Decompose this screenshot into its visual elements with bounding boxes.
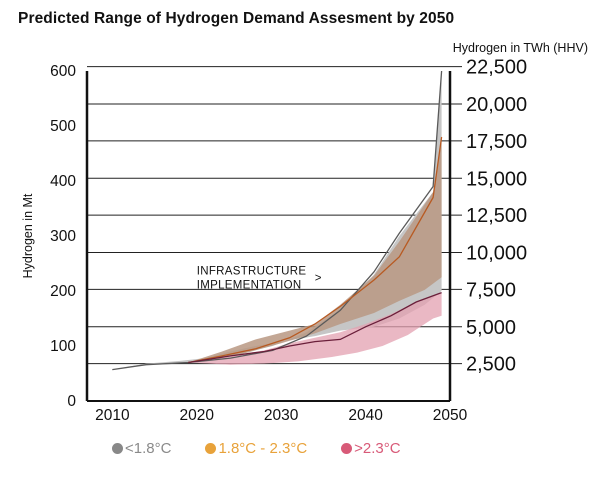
y-tick-left-label: 300: [50, 228, 76, 245]
y-tick-left-label: 600: [50, 63, 76, 80]
x-tick-label: 2050: [433, 407, 468, 424]
series-band-2: [188, 137, 442, 363]
annotation-arrow: >: [315, 273, 322, 285]
y-tick-left-label: 500: [50, 118, 76, 135]
series-areas: [112, 71, 442, 370]
legend-swatch: [341, 443, 353, 454]
series-band-3: [188, 292, 442, 365]
annotation-line: IMPLEMENTATION: [197, 280, 302, 292]
y-axis-right-label: Hydrogen in TWh (HHV): [453, 41, 588, 55]
annotation-infrastructure: INFRASTRUCTURE IMPLEMENTATION >: [197, 266, 322, 292]
legend-label: >2.3°C: [354, 440, 401, 457]
axes: [85, 71, 452, 402]
x-tick-label: 2010: [95, 407, 130, 424]
legend-label: 1.8°C - 2.3°C: [218, 440, 308, 457]
tick-labels: 2,500 5,000 7,500 10,000 12,500 15,000 17,500 2…: [50, 57, 527, 424]
series-line-1: [112, 70, 443, 371]
annotation-line: INFRASTRUCTURE: [197, 266, 307, 278]
legend-item-3: >2.3°C: [341, 440, 401, 457]
y-tick-right-label: 15,000: [466, 168, 527, 190]
y-tick-right-label: 7,500: [466, 279, 516, 301]
chart-title: Predicted Range of Hydrogen Demand Asses…: [18, 10, 455, 27]
legend-swatch: [112, 443, 123, 454]
y-tick-left-label: 400: [50, 173, 76, 190]
x-tick-label: 2040: [348, 407, 383, 424]
y-tick-right-label: 10,000: [466, 243, 527, 265]
y-tick-right-label: 17,500: [466, 131, 527, 153]
legend: <1.8°C 1.8°C - 2.3°C >2.3°C: [112, 440, 435, 457]
x-tick-label: 2020: [180, 407, 215, 424]
series-line-3: [188, 291, 442, 364]
y-axis-left-label: Hydrogen in Mt: [21, 193, 35, 278]
legend-swatch: [205, 443, 217, 454]
legend-item-1: <1.8°C: [112, 440, 171, 457]
x-tick-label: 2030: [264, 407, 299, 424]
y-tick-left-label: 200: [50, 283, 76, 300]
y-tick-left-label: 0: [67, 393, 76, 410]
y-tick-right-label: 2,500: [466, 354, 516, 376]
legend-item-2: 1.8°C - 2.3°C: [205, 440, 307, 457]
y-tick-right-label: 12,500: [466, 205, 527, 227]
y-tick-right-label: 20,000: [466, 94, 527, 116]
series-lines: [112, 70, 443, 371]
y-tick-right-label: 22,500: [466, 57, 527, 79]
y-tick-right-label: 5,000: [466, 317, 516, 339]
y-tick-left-label: 100: [50, 338, 76, 355]
series-line-2: [188, 136, 443, 364]
legend-label: <1.8°C: [125, 440, 172, 457]
